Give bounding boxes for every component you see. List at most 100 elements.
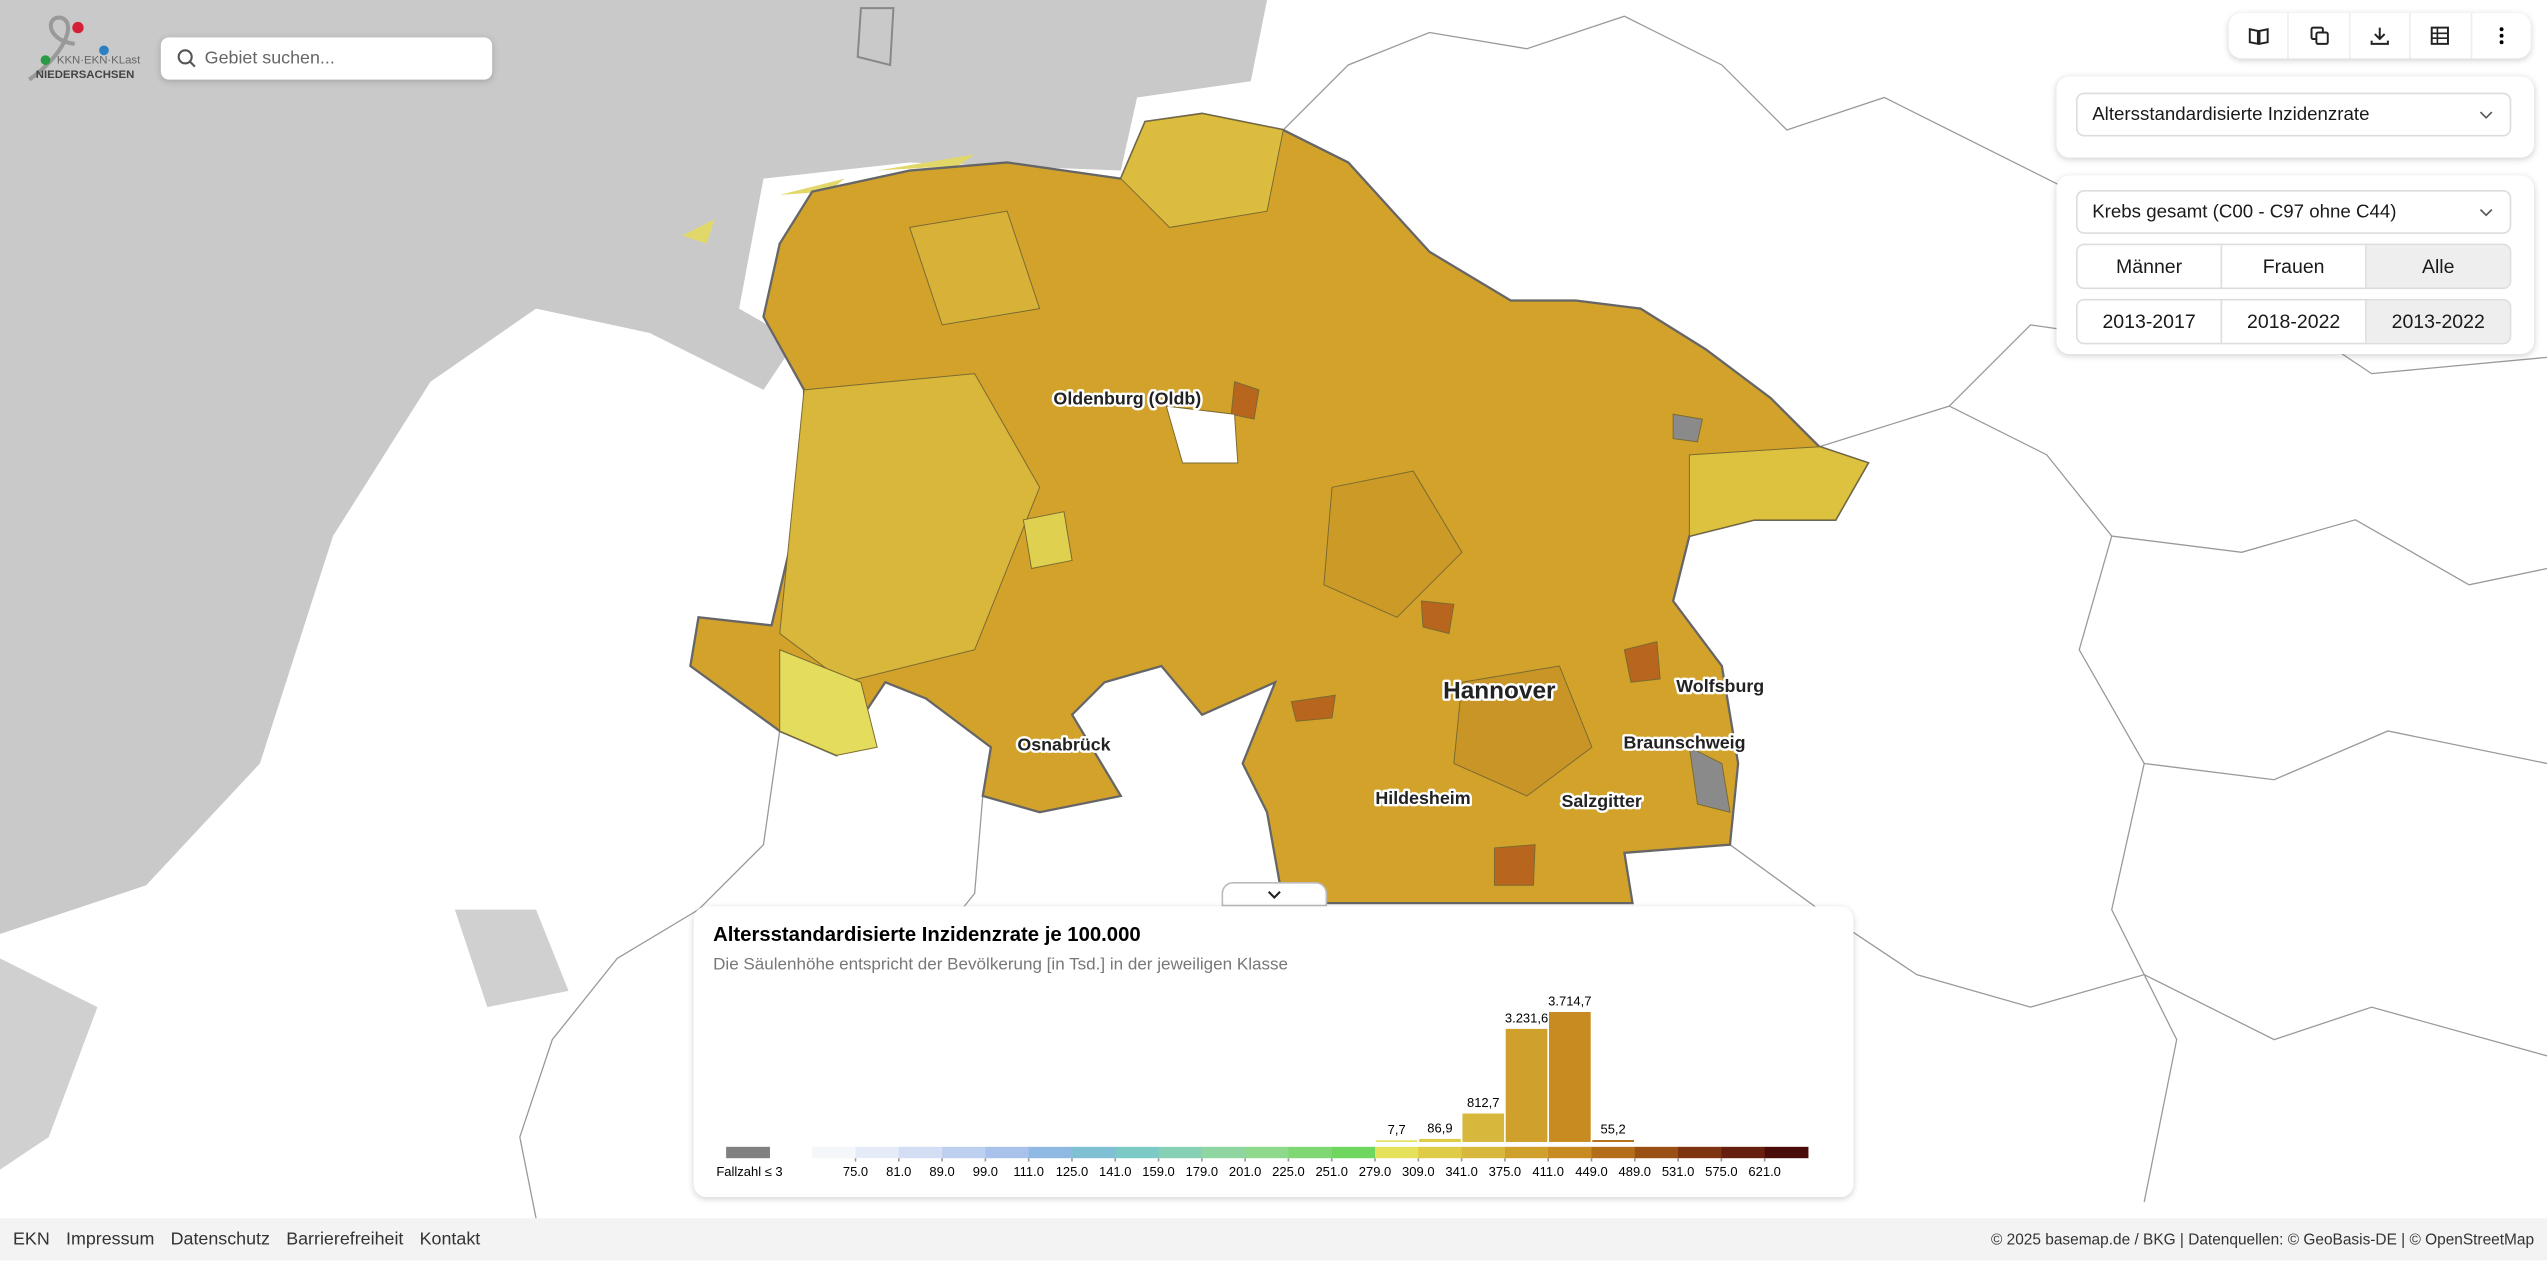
edge-label: 111.0 <box>1013 1164 1044 1179</box>
footer-link[interactable]: Barrierefreiheit <box>286 1229 404 1250</box>
city-label: Osnabrück <box>1017 734 1110 754</box>
color-class <box>855 1146 900 1159</box>
lake <box>0 909 569 1170</box>
edge-label: 251.0 <box>1315 1164 1348 1179</box>
footer-link[interactable]: EKN <box>12 1229 50 1250</box>
districts <box>689 112 1870 905</box>
measure-select[interactable]: Altersstandardisierte Inzidenzrate <box>2075 92 2512 137</box>
bar <box>1375 1140 1418 1142</box>
measure-panel <box>2056 76 2535 158</box>
logo-text: KKN·EKN·KLast <box>56 55 141 67</box>
color-class <box>985 1146 1030 1159</box>
toggle-option[interactable]: 2018-2022 <box>2222 300 2367 343</box>
footer-link[interactable]: Datenschutz <box>170 1229 270 1250</box>
edge-label: 411.0 <box>1532 1164 1564 1179</box>
period-toggle: 2013-2017 2018-2022 2013-2022 <box>2075 298 2512 345</box>
bar-label: 3.231,6 <box>1505 1011 1548 1026</box>
color-class <box>1158 1146 1203 1159</box>
footer-link[interactable]: Impressum <box>65 1229 155 1250</box>
edge-label: 81.0 <box>886 1164 911 1179</box>
footer-link[interactable]: Kontakt <box>419 1229 481 1250</box>
search-placeholder: Gebiet suchen... <box>204 48 335 69</box>
edge-label: 125.0 <box>1056 1164 1089 1179</box>
bar-label: 55,2 <box>1600 1122 1625 1137</box>
color-class <box>1071 1146 1116 1159</box>
city-label: Wolfsburg <box>1676 676 1764 696</box>
toggle-option[interactable]: 2013-2017 <box>2078 300 2223 343</box>
edge-label: 141.0 <box>1099 1164 1132 1179</box>
legend-panel: Altersstandardisierte Inzidenzrate je 10… <box>693 906 1854 1198</box>
edge-label: 225.0 <box>1272 1164 1305 1179</box>
color-class <box>1504 1146 1549 1159</box>
cancer-select[interactable]: Krebs gesamt (C00 - C97 ohne C44) <box>2075 190 2512 234</box>
toggle-option[interactable]: Männer <box>2078 245 2223 288</box>
edge-label: 341.0 <box>1445 1164 1478 1179</box>
attribution: © 2025 basemap.de / BKG | Datenquellen: … <box>1990 1230 2535 1249</box>
search-box[interactable]: Gebiet suchen... <box>160 37 493 80</box>
bar-label: 812,7 <box>1467 1095 1500 1110</box>
color-class <box>942 1146 986 1159</box>
legend-subtitle: Die Säulenhöhe entspricht der Bevölkerun… <box>713 954 1288 973</box>
footer: EKN Impressum Datenschutz Barrierefreiheit K… <box>0 1218 2547 1261</box>
color-class <box>1115 1146 1160 1159</box>
sea <box>0 0 1268 935</box>
edge-label: 375.0 <box>1489 1164 1522 1179</box>
edge-label: 621.0 <box>1748 1164 1780 1179</box>
edge-label: 531.0 <box>1662 1164 1695 1179</box>
color-class <box>1201 1146 1246 1159</box>
measure-value: Altersstandardisierte Inzidenzrate <box>2092 104 2370 125</box>
no-data-swatch <box>726 1146 770 1159</box>
table-button[interactable] <box>2411 12 2472 59</box>
edge-label: 309.0 <box>1402 1164 1435 1179</box>
color-class <box>1028 1146 1073 1159</box>
logo-text: NIEDERSACHSEN <box>35 69 135 82</box>
bar <box>1505 1028 1548 1142</box>
bar <box>1549 1012 1591 1142</box>
edge-label: 449.0 <box>1575 1164 1608 1179</box>
color-class <box>1764 1146 1809 1159</box>
city-label: Hannover <box>1443 677 1556 704</box>
bar-label: 3.714,7 <box>1548 994 1591 1009</box>
color-class <box>1591 1146 1636 1159</box>
logo-mark <box>28 15 109 82</box>
toggle-option[interactable]: 2013-2022 <box>2366 300 2510 343</box>
logo[interactable]: KKN·EKN·KLast NIEDERSACHSEN <box>13 8 149 86</box>
color-class <box>1331 1146 1376 1159</box>
edge-label: 99.0 <box>973 1164 998 1179</box>
color-class <box>1375 1146 1419 1159</box>
bar-label: 86,9 <box>1427 1121 1452 1136</box>
edge-label: 89.0 <box>929 1164 954 1179</box>
color-class <box>1461 1146 1506 1159</box>
bar <box>1419 1138 1461 1142</box>
toggle-option[interactable]: Alle <box>2366 245 2510 288</box>
bar-label: 7,7 <box>1388 1122 1406 1137</box>
toolbar <box>2228 12 2531 59</box>
edge-label: 575.0 <box>1705 1164 1738 1179</box>
city-label: Braunschweig <box>1623 733 1745 753</box>
edge-label: 201.0 <box>1229 1164 1261 1179</box>
bar <box>1462 1113 1505 1142</box>
collapse-tab[interactable] <box>1221 882 1328 907</box>
download-button[interactable] <box>2350 12 2411 59</box>
island <box>856 7 895 67</box>
menu-button[interactable] <box>2472 13 2531 58</box>
legend-title: Altersstandardisierte Inzidenzrate je 10… <box>713 924 1141 946</box>
copy-button[interactable] <box>2289 12 2351 59</box>
color-class <box>1418 1146 1463 1159</box>
sex-toggle: Männer Frauen Alle <box>2075 243 2512 290</box>
city-label: Oldenburg (Oldb) <box>1053 388 1201 408</box>
toggle-option[interactable]: Frauen <box>2222 245 2367 288</box>
edge-label: 159.0 <box>1142 1164 1175 1179</box>
color-class <box>1245 1146 1289 1159</box>
edge-label: 279.0 <box>1359 1164 1391 1179</box>
color-class <box>898 1146 943 1159</box>
info-button[interactable] <box>2229 12 2290 59</box>
color-class <box>812 1146 856 1159</box>
edge-label: 75.0 <box>843 1164 868 1179</box>
search-icon <box>177 49 196 68</box>
color-class <box>1721 1146 1766 1159</box>
color-class <box>1288 1146 1333 1159</box>
